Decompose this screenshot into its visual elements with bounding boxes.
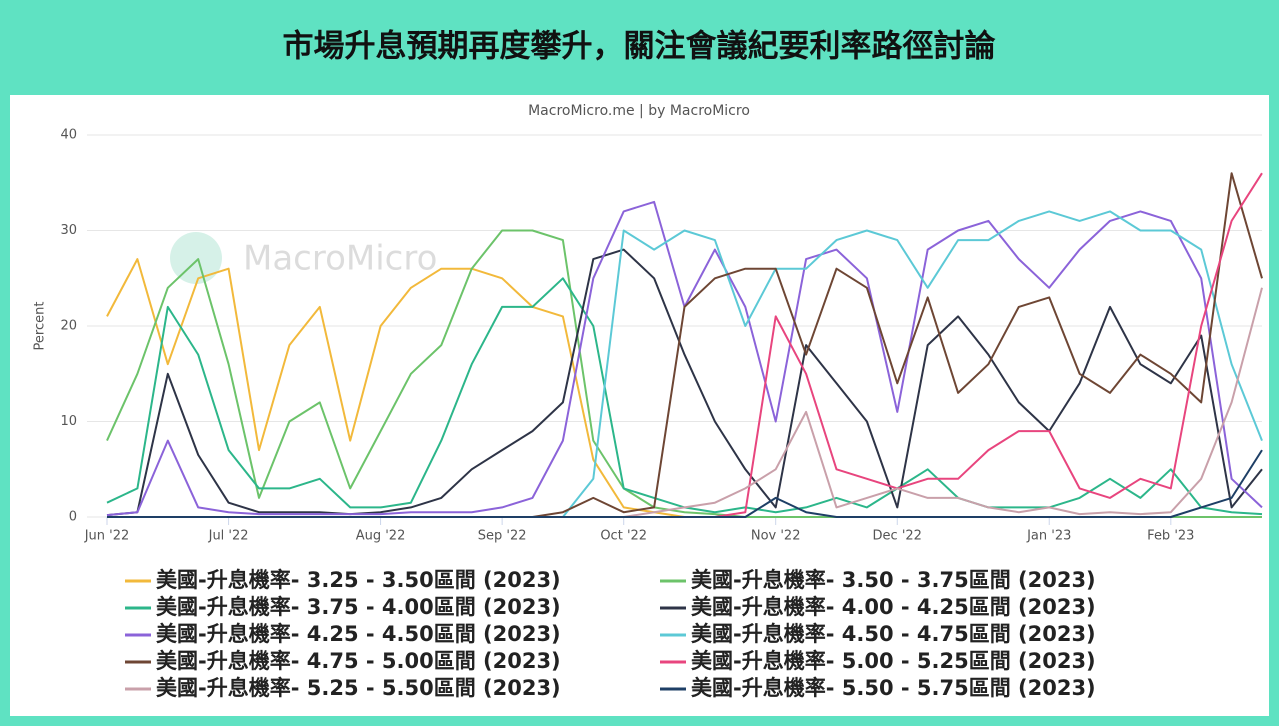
legend-label: 美國-升息機率- 4.75 - 5.00區間 (2023)	[156, 649, 561, 673]
legend-label: 美國-升息機率- 4.00 - 4.25區間 (2023)	[691, 595, 1096, 619]
watermark: MacroMicro	[243, 239, 437, 279]
y-tick-label: 30	[60, 223, 77, 238]
legend-label: 美國-升息機率- 5.25 - 5.50區間 (2023)	[156, 676, 561, 700]
x-tick-label: Jan '23	[1026, 529, 1071, 544]
legend-label: 美國-升息機率- 3.50 - 3.75區間 (2023)	[691, 568, 1096, 592]
x-tick-label: Feb '23	[1147, 529, 1194, 544]
legend-label: 美國-升息機率- 5.50 - 5.75區間 (2023)	[691, 676, 1096, 700]
subtitle: MacroMicro.me | by MacroMicro	[528, 103, 750, 119]
x-tick-label: Jul '22	[208, 529, 249, 544]
x-tick-label: Oct '22	[600, 529, 647, 544]
y-axis-label: Percent	[33, 302, 48, 351]
legend-label: 美國-升息機率- 4.50 - 4.75區間 (2023)	[691, 622, 1096, 646]
x-tick-label: Sep '22	[478, 529, 527, 544]
watermark-group: MacroMicro	[170, 232, 437, 284]
legend-label: 美國-升息機率- 4.25 - 4.50區間 (2023)	[156, 622, 561, 646]
legend-label: 美國-升息機率- 3.25 - 3.50區間 (2023)	[156, 568, 561, 592]
x-tick-label: Dec '22	[873, 529, 922, 544]
chart-title: 市場升息預期再度攀升，關注會議紀要利率路徑討論	[283, 29, 996, 65]
y-tick-label: 0	[69, 510, 77, 525]
y-tick-label: 10	[60, 414, 77, 429]
legend-label: 美國-升息機率- 5.00 - 5.25區間 (2023)	[691, 649, 1096, 673]
x-tick-label: Jun '22	[84, 529, 130, 544]
y-tick-label: 20	[60, 319, 77, 334]
legend-label: 美國-升息機率- 3.75 - 4.00區間 (2023)	[156, 595, 561, 619]
x-tick-label: Nov '22	[751, 529, 801, 544]
series-line	[106, 248, 1263, 517]
y-tick-label: 40	[60, 128, 77, 143]
x-tick-label: Aug '22	[356, 529, 406, 544]
watermark-logo	[170, 232, 222, 284]
series-line	[107, 449, 1263, 518]
panel	[10, 95, 1269, 716]
